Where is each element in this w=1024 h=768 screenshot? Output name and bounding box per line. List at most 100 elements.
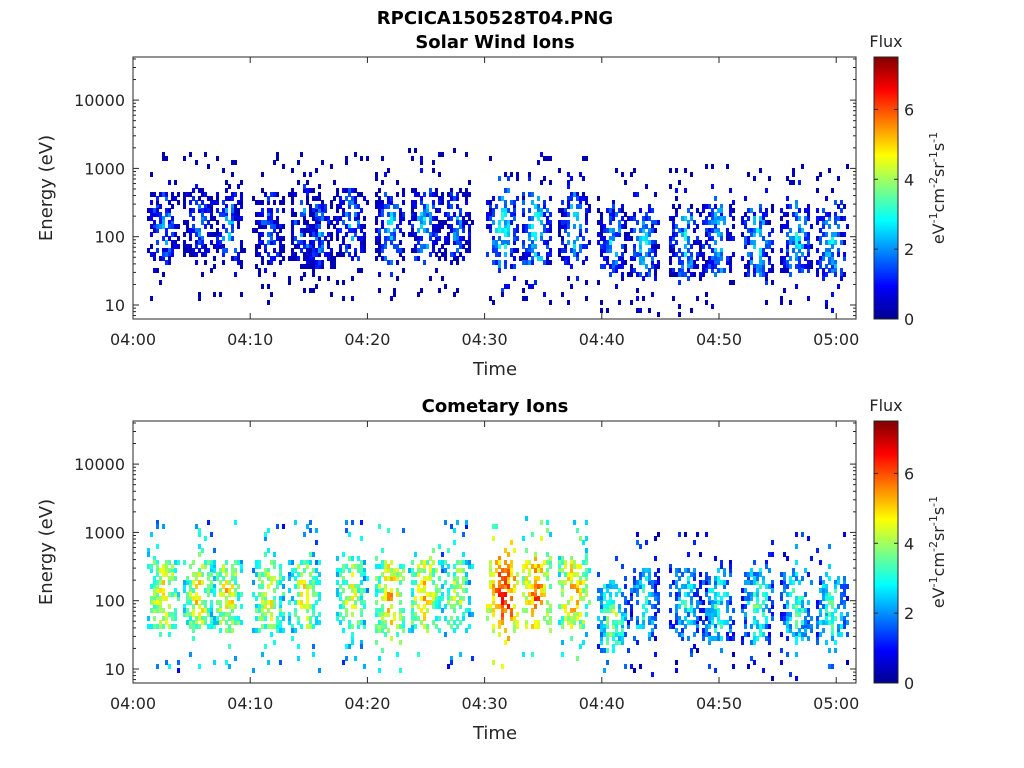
heat-cell [423, 220, 426, 225]
heat-cell [378, 248, 381, 253]
heat-cell [222, 568, 225, 573]
heat-cell [207, 248, 210, 253]
heat-cell [213, 548, 216, 553]
heat-cell [165, 596, 168, 601]
heat-cell [225, 180, 228, 185]
heat-cell [198, 664, 201, 669]
heat-cell [381, 208, 384, 213]
heat-cell [453, 232, 456, 237]
heat-cell [648, 228, 651, 233]
heat-cell [570, 576, 573, 581]
heat-cell [168, 576, 171, 581]
heat-cell [525, 548, 528, 553]
heat-cell [297, 220, 300, 225]
y-tick-label: 10000 [74, 91, 125, 110]
heat-cell [225, 596, 228, 601]
heat-cell [705, 260, 708, 265]
heat-cell [237, 220, 240, 225]
heat-cell [417, 588, 420, 593]
heat-cell [153, 256, 156, 261]
heat-cell [171, 248, 174, 253]
heat-cell [702, 272, 705, 277]
heat-cell [276, 616, 279, 621]
heat-cell [351, 588, 354, 593]
heat-cell [573, 240, 576, 245]
heat-cell [585, 556, 588, 561]
heat-cell [375, 172, 378, 177]
heat-cell [318, 252, 321, 257]
heat-cell [192, 580, 195, 585]
heat-cell [546, 608, 549, 613]
heat-cell [804, 632, 807, 637]
heat-cell [750, 580, 753, 585]
heat-cell [561, 292, 564, 297]
heat-cell [648, 208, 651, 213]
heat-cell [213, 292, 216, 297]
heat-cell [585, 280, 588, 285]
heat-cell [771, 600, 774, 605]
heat-cell [759, 224, 762, 229]
heat-cell [195, 240, 198, 245]
heat-cell [684, 244, 687, 249]
heat-cell [495, 228, 498, 233]
heat-cell [759, 232, 762, 237]
heat-cell [504, 628, 507, 633]
heat-cell [507, 580, 510, 585]
heat-cell [651, 260, 654, 265]
heat-cell [522, 576, 525, 581]
heat-cell [669, 244, 672, 249]
heat-cell [363, 576, 366, 581]
heat-cell [162, 252, 165, 257]
heat-cell [384, 228, 387, 233]
heat-cell [501, 584, 504, 589]
heat-cell [753, 632, 756, 637]
heat-cell [801, 636, 804, 641]
heat-cell [723, 584, 726, 589]
heat-cell [267, 300, 270, 305]
heat-cell [765, 596, 768, 601]
heat-cell [357, 220, 360, 225]
heat-cell [606, 208, 609, 213]
heat-cell [729, 256, 732, 261]
heat-cell [354, 564, 357, 569]
heat-cell [633, 252, 636, 257]
heat-cell [207, 196, 210, 201]
heat-cell [741, 232, 744, 237]
heat-cell [153, 252, 156, 257]
heat-cell [444, 220, 447, 225]
heat-cell [684, 532, 687, 537]
heat-cell [375, 200, 378, 205]
heat-cell [366, 156, 369, 161]
heat-cell [753, 272, 756, 277]
heat-cell [291, 220, 294, 225]
heat-cell [762, 236, 765, 241]
heat-cell [399, 248, 402, 253]
heat-cell [360, 224, 363, 229]
heat-cell [225, 600, 228, 605]
heat-cell [399, 624, 402, 629]
heat-cell [258, 212, 261, 217]
heat-cell [513, 624, 516, 629]
heat-cell [684, 236, 687, 241]
heat-cell [384, 564, 387, 569]
heat-cell [315, 540, 318, 545]
heat-cell [228, 196, 231, 201]
heat-cell [603, 264, 606, 269]
heat-cell [714, 264, 717, 269]
heat-cell [741, 220, 744, 225]
heat-cell [504, 244, 507, 249]
heat-cell [354, 252, 357, 257]
heat-cell [711, 260, 714, 265]
heat-cell [354, 656, 357, 661]
heat-cell [402, 568, 405, 573]
heat-cell [612, 212, 615, 217]
heat-cell [270, 612, 273, 617]
heat-cell [549, 532, 552, 537]
heat-cell [288, 560, 291, 565]
heat-cell [756, 580, 759, 585]
heat-cell [609, 236, 612, 241]
heat-cell [537, 252, 540, 257]
heat-cell [456, 260, 459, 265]
heat-cell [600, 648, 603, 653]
heat-cell [687, 236, 690, 241]
